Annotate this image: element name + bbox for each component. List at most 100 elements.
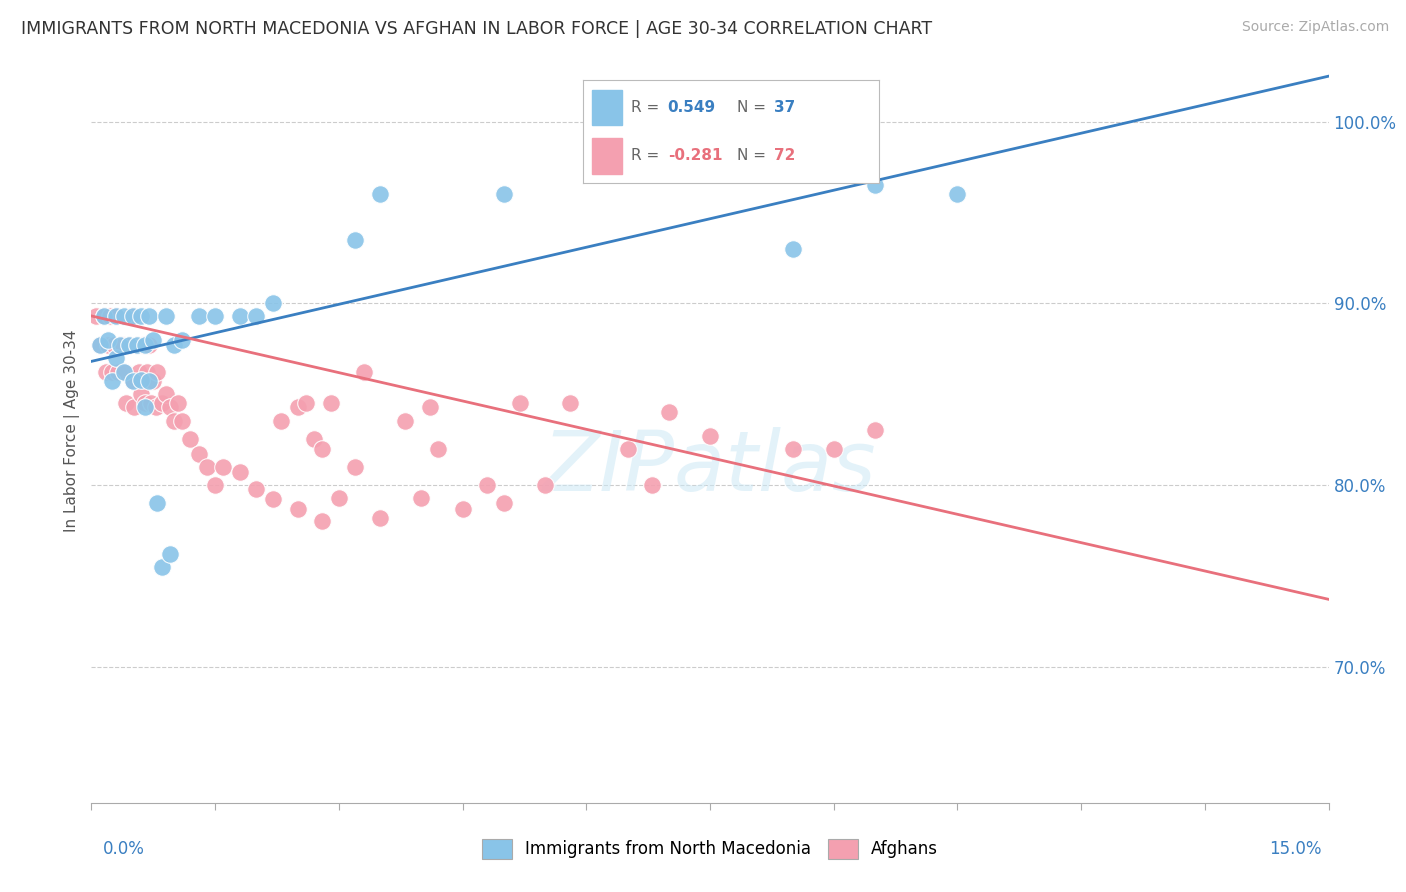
Point — [492, 187, 515, 202]
Point — [101, 365, 124, 379]
Point — [344, 233, 367, 247]
Point — [509, 396, 531, 410]
Bar — [592, 137, 621, 174]
Point — [128, 365, 150, 379]
Point — [93, 309, 115, 323]
Point — [262, 492, 284, 507]
Point — [302, 433, 325, 447]
Point — [150, 559, 173, 574]
Point — [451, 501, 474, 516]
Point — [172, 414, 194, 428]
Point — [167, 396, 190, 410]
Text: ZIPatlas: ZIPatlas — [543, 427, 877, 508]
Text: N =: N = — [737, 100, 770, 115]
Point — [89, 338, 111, 352]
Point — [419, 400, 441, 414]
Point — [287, 501, 309, 516]
Point — [84, 309, 107, 323]
Point — [129, 309, 152, 323]
Point — [863, 178, 886, 193]
Point — [641, 478, 664, 492]
Point — [105, 309, 128, 323]
Point — [115, 396, 138, 410]
Point — [131, 338, 153, 352]
Point — [245, 482, 267, 496]
Point — [159, 400, 181, 414]
Point — [110, 338, 132, 352]
Y-axis label: In Labor Force | Age 30-34: In Labor Force | Age 30-34 — [65, 329, 80, 532]
Point — [229, 309, 252, 323]
Text: R =: R = — [631, 100, 664, 115]
Point — [262, 296, 284, 310]
Point — [172, 333, 194, 347]
Text: Source: ZipAtlas.com: Source: ZipAtlas.com — [1241, 20, 1389, 34]
Point — [295, 396, 318, 410]
Point — [124, 400, 146, 414]
Point — [98, 309, 121, 323]
Point — [146, 365, 169, 379]
Point — [319, 396, 342, 410]
Point — [492, 496, 515, 510]
Point — [411, 491, 433, 505]
Point — [353, 365, 375, 379]
Point — [287, 400, 309, 414]
Text: 0.0%: 0.0% — [103, 840, 145, 858]
Point — [111, 338, 134, 352]
Point — [93, 309, 115, 323]
Point — [129, 387, 152, 401]
Point — [782, 442, 804, 456]
Point — [121, 309, 143, 323]
Point — [658, 405, 681, 419]
Point — [195, 459, 218, 474]
Point — [125, 338, 148, 352]
Text: N =: N = — [737, 148, 770, 163]
Point — [616, 442, 638, 456]
Point — [534, 478, 557, 492]
Point — [139, 396, 162, 410]
Point — [142, 333, 165, 347]
Point — [426, 442, 449, 456]
Point — [101, 375, 124, 389]
Text: 37: 37 — [773, 100, 796, 115]
Point — [187, 447, 209, 461]
Point — [146, 496, 169, 510]
Point — [138, 375, 160, 389]
Point — [112, 309, 135, 323]
Point — [110, 338, 132, 352]
Point — [105, 351, 128, 365]
Point — [344, 459, 367, 474]
Point — [97, 338, 120, 352]
Point — [229, 465, 252, 479]
Point — [699, 429, 721, 443]
Point — [129, 372, 152, 386]
Text: IMMIGRANTS FROM NORTH MACEDONIA VS AFGHAN IN LABOR FORCE | AGE 30-34 CORRELATION: IMMIGRANTS FROM NORTH MACEDONIA VS AFGHA… — [21, 20, 932, 37]
Point — [96, 365, 118, 379]
Text: -0.281: -0.281 — [668, 148, 723, 163]
Point — [311, 442, 333, 456]
Point — [212, 459, 235, 474]
Point — [245, 309, 267, 323]
Point — [121, 375, 143, 389]
Point — [138, 309, 160, 323]
Point — [150, 396, 173, 410]
Point — [112, 365, 135, 379]
Point — [89, 338, 111, 352]
Point — [155, 387, 177, 401]
Point — [394, 414, 416, 428]
Point — [163, 414, 186, 428]
Point — [311, 514, 333, 528]
Point — [103, 338, 125, 352]
Point — [134, 396, 156, 410]
Point — [328, 491, 350, 505]
Point — [204, 309, 226, 323]
Point — [368, 510, 391, 524]
Point — [145, 400, 167, 414]
Point — [155, 309, 177, 323]
Point — [368, 187, 391, 202]
Point — [117, 338, 139, 352]
Point — [270, 414, 292, 428]
Point — [946, 187, 969, 202]
Point — [187, 309, 209, 323]
Point — [204, 478, 226, 492]
Point — [121, 375, 143, 389]
